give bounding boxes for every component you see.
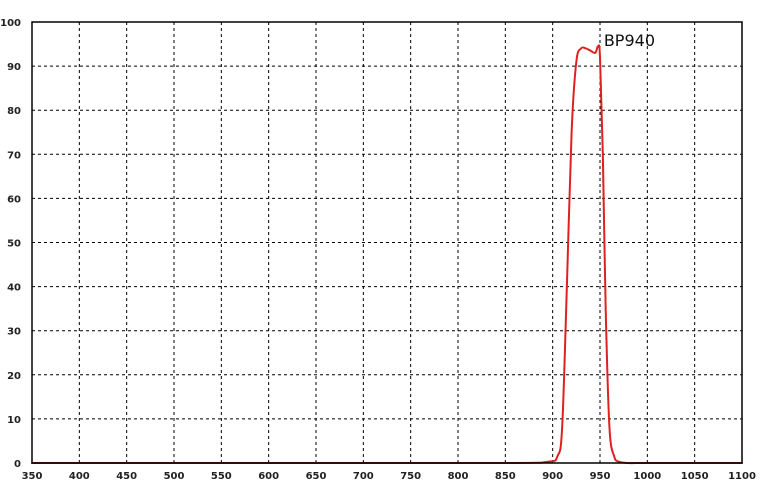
- x-tick-label-650: 650: [306, 471, 327, 482]
- annotations: BP940: [604, 31, 655, 50]
- x-tick-label-500: 500: [164, 471, 185, 482]
- y-tick-label-100: 100: [0, 18, 21, 29]
- x-tick-label-600: 600: [258, 471, 279, 482]
- grid-lines: [32, 22, 742, 463]
- x-tick-label-400: 400: [69, 471, 90, 482]
- x-tick-label-750: 750: [400, 471, 421, 482]
- y-tick-label-0: 0: [14, 459, 21, 470]
- series-annotation-0: BP940: [604, 31, 655, 50]
- x-tick-label-350: 350: [22, 471, 43, 482]
- x-tick-label-700: 700: [353, 471, 374, 482]
- y-tick-label-90: 90: [7, 62, 21, 73]
- y-tick-label-30: 30: [7, 327, 21, 338]
- y-tick-label-60: 60: [7, 194, 21, 205]
- y-tick-label-70: 70: [7, 150, 21, 161]
- y-tick-label-40: 40: [7, 283, 21, 294]
- plot-area: [31, 44, 743, 465]
- y-tick-label-80: 80: [7, 106, 21, 117]
- series-line-0: [31, 44, 743, 465]
- x-tick-label-1050: 1050: [681, 471, 709, 482]
- plot-frame: [31, 21, 743, 464]
- x-tick-label-1000: 1000: [633, 471, 661, 482]
- x-tick-label-550: 550: [211, 471, 232, 482]
- y-tick-label-20: 20: [7, 371, 21, 382]
- y-axis-ticks: 0 10 20 30 40 50 60 70 80 90 100: [0, 18, 21, 470]
- x-axis-ticks: 350 400 450 500 550 600 650 700 750 800 850 900 950 1…: [22, 471, 756, 482]
- y-tick-label-50: 50: [7, 239, 21, 250]
- x-tick-label-800: 800: [448, 471, 469, 482]
- x-tick-label-450: 450: [116, 471, 137, 482]
- x-tick-label-900: 900: [542, 471, 563, 482]
- x-tick-label-1100: 1100: [728, 471, 756, 482]
- y-tick-label-10: 10: [7, 415, 21, 426]
- x-tick-label-950: 950: [590, 471, 611, 482]
- x-tick-label-850: 850: [495, 471, 516, 482]
